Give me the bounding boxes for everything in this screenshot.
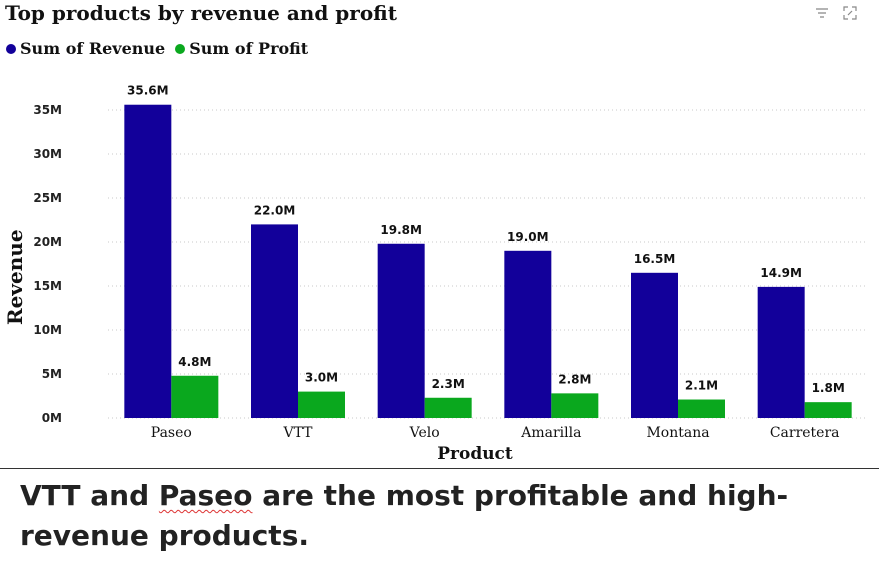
x-tick-label: Paseo	[151, 425, 192, 441]
bar-revenue	[504, 250, 552, 418]
bar-revenue	[757, 286, 805, 418]
data-label: 3.0M	[305, 371, 338, 385]
x-tick-label: Montana	[646, 425, 709, 441]
divider	[0, 468, 879, 469]
bar-revenue	[251, 224, 298, 418]
y-tick-label: 15M	[33, 279, 62, 293]
x-tick-label: Amarilla	[520, 425, 581, 441]
data-label: 1.8M	[812, 381, 845, 395]
y-tick-label: 20M	[33, 235, 62, 249]
bar-chart: 0M 5M 10M 15M 20M 25M 30M 35M Revenue 35.6M 4.8M Pa…	[3, 84, 868, 464]
x-axis-title: Product	[437, 444, 513, 464]
legend-item-profit[interactable]: Sum of Profit	[175, 39, 308, 58]
data-label: 2.8M	[558, 372, 591, 386]
bar-profit	[678, 399, 725, 418]
data-label: 4.8M	[178, 355, 211, 369]
bar-revenue	[631, 272, 678, 418]
bar-revenue	[377, 243, 425, 418]
y-tick-label: 25M	[33, 191, 62, 205]
x-tick-label: Carretera	[770, 425, 840, 441]
caption-part-3: are the most profitable and high-revenue…	[20, 479, 789, 552]
visual-toolbar	[815, 6, 857, 20]
data-label: 16.5M	[634, 252, 676, 266]
insight-caption: VTT and Paseo are the most profitable an…	[20, 476, 860, 556]
y-tick-label: 5M	[42, 367, 62, 381]
data-label: 22.0M	[254, 203, 296, 217]
bar-profit	[424, 397, 472, 418]
caption-part-2: Paseo	[158, 479, 253, 512]
data-label: 2.3M	[432, 377, 465, 391]
caption-part-1: VTT and	[20, 479, 159, 512]
legend-label-profit: Sum of Profit	[189, 39, 309, 58]
bar-profit	[551, 393, 599, 418]
y-tick-label: 0M	[42, 411, 62, 425]
chart-title: Top products by revenue and profit	[5, 1, 397, 25]
legend-swatch-profit	[175, 43, 186, 54]
legend-label-revenue: Sum of Revenue	[20, 39, 166, 58]
y-tick-label: 35M	[33, 103, 62, 117]
data-label: 2.1M	[685, 379, 718, 393]
bar-profit	[298, 391, 345, 418]
legend-swatch-revenue	[6, 43, 16, 54]
data-label: 35.6M	[127, 84, 169, 98]
legend-item-revenue[interactable]: Sum of Revenue	[6, 39, 165, 58]
bar-profit	[171, 375, 219, 418]
data-label: 19.8M	[380, 223, 422, 237]
filter-icon[interactable]	[815, 6, 829, 20]
x-tick-label: VTT	[282, 425, 313, 441]
bar-revenue	[124, 104, 172, 418]
x-tick-label: Velo	[409, 425, 440, 441]
data-label: 14.9M	[760, 266, 802, 280]
bar-profit	[804, 402, 852, 418]
y-axis-title: Revenue	[3, 229, 27, 325]
y-tick-label: 10M	[33, 323, 62, 337]
focus-mode-icon[interactable]	[843, 6, 857, 20]
data-label: 19.0M	[507, 230, 549, 244]
legend: Sum of Revenue Sum of Profit	[6, 39, 308, 58]
y-tick-label: 30M	[33, 147, 62, 161]
